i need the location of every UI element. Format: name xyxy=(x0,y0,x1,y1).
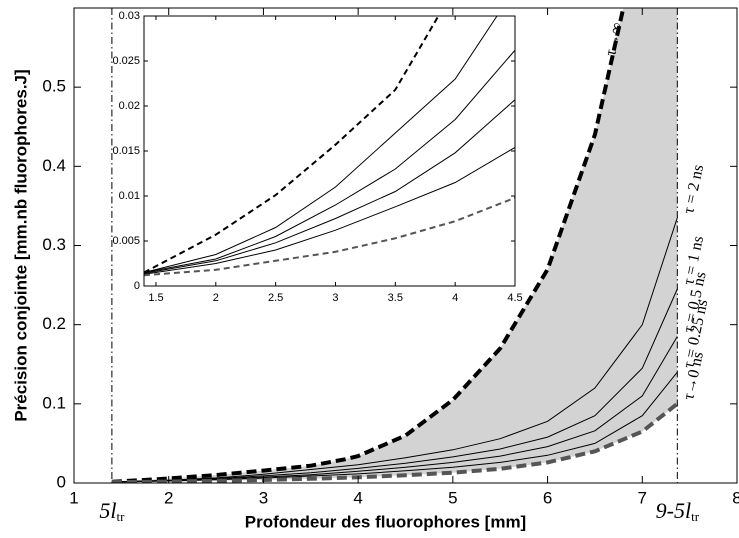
x-tick-label: 4 xyxy=(452,292,458,304)
curve xyxy=(111,371,678,483)
x-tick-label: 1.5 xyxy=(148,292,163,304)
curve xyxy=(111,402,679,483)
x-tick-label: 2 xyxy=(213,292,219,304)
curve xyxy=(144,16,498,273)
y-tick-label: 0.2 xyxy=(42,314,66,333)
x-tick-label: 4 xyxy=(353,488,362,507)
curve xyxy=(111,8,626,483)
curve xyxy=(144,146,515,275)
x-tick-label: 5 xyxy=(448,488,457,507)
plot-layer xyxy=(144,16,515,277)
x-axis-label: Profondeur des fluorophores [mm] xyxy=(245,512,526,531)
y-axis-label: Précision conjointe [mm.nb fluorophores.… xyxy=(11,69,30,421)
x-tick-label: 2 xyxy=(164,488,173,507)
x-tick-label: 3.5 xyxy=(388,292,403,304)
curve xyxy=(111,336,678,483)
y-tick-label: 0.3 xyxy=(42,235,66,254)
y-tick-label: 0.4 xyxy=(42,156,66,175)
curve-label: τ→∞ xyxy=(602,21,626,58)
reference-label-sub: tr xyxy=(691,509,700,524)
x-tick-label: 4.5 xyxy=(507,292,522,304)
x-tick-label: 3 xyxy=(332,292,338,304)
reference-label: 5ltr xyxy=(99,498,125,524)
y-tick-label: 0 xyxy=(134,280,140,292)
x-tick-label: 1 xyxy=(69,488,78,507)
y-tick-label: 0.03 xyxy=(119,10,140,22)
reference-label-main: 9-5l xyxy=(656,498,691,523)
curve xyxy=(144,16,440,274)
reference-label-sub: tr xyxy=(116,509,125,524)
y-tick-label: 0.02 xyxy=(119,100,140,112)
band xyxy=(111,8,678,483)
y-tick-label: 0.015 xyxy=(112,145,140,157)
y-tick-label: 0.005 xyxy=(112,235,140,247)
reference-label: 9-5ltr xyxy=(656,498,700,524)
x-tick-label: 2.5 xyxy=(268,292,283,304)
reference-label-main: 5l xyxy=(99,498,116,523)
curve xyxy=(144,99,515,274)
x-tick-label: 8 xyxy=(732,488,739,507)
x-tick-label: 6 xyxy=(543,488,552,507)
x-tick-label: 3 xyxy=(259,488,268,507)
y-tick-label: 0 xyxy=(57,472,66,491)
x-tick-label: 7 xyxy=(638,488,647,507)
plot-layer xyxy=(111,8,679,483)
curve xyxy=(144,49,515,273)
y-tick-label: 0.5 xyxy=(42,77,66,96)
curve xyxy=(111,288,678,483)
y-tick-label: 0.01 xyxy=(119,190,140,202)
y-tick-label: 0.1 xyxy=(42,393,66,412)
curve xyxy=(144,196,515,277)
y-tick-label: 0.025 xyxy=(112,55,140,67)
curve xyxy=(111,217,678,483)
